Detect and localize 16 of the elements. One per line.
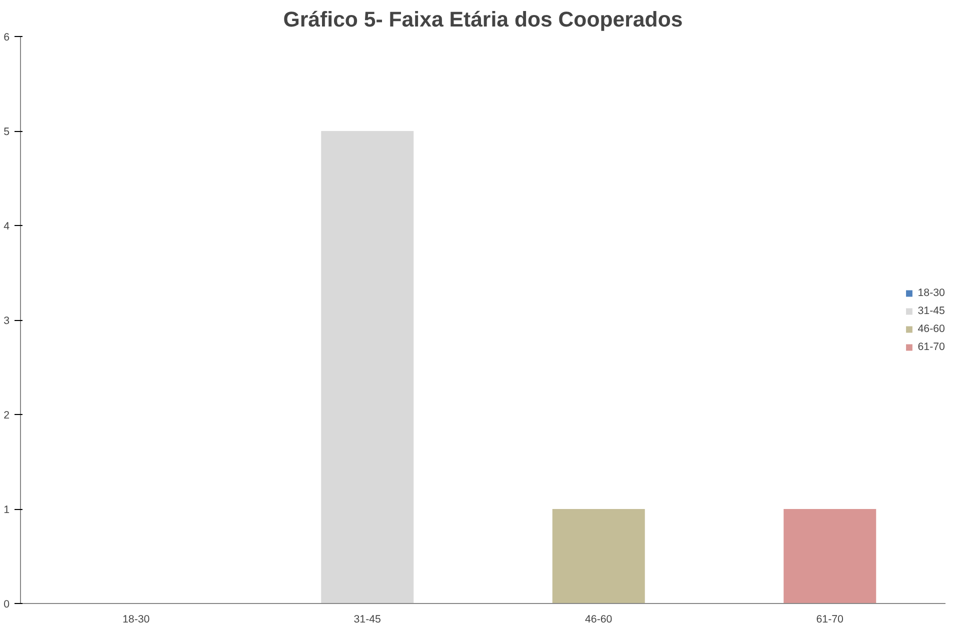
y-tick-label: 1	[4, 504, 10, 516]
legend-label: 46-60	[918, 322, 945, 334]
y-tick-label: 5	[4, 126, 10, 138]
legend-label: 31-45	[918, 304, 945, 316]
y-tick-label: 2	[4, 410, 10, 422]
legend-label: 18-30	[918, 286, 945, 298]
legend-label: 61-70	[918, 340, 945, 352]
chart-title: Gráfico 5- Faixa Etária dos Cooperados	[283, 8, 683, 32]
x-tick-label: 46-60	[585, 614, 612, 626]
y-tick-label: 0	[4, 598, 10, 610]
x-tick-label: 61-70	[816, 614, 844, 626]
y-tick-label: 6	[4, 32, 10, 44]
x-tick-label: 18-30	[122, 614, 150, 626]
y-tick-label: 3	[4, 315, 10, 327]
y-tick-label: 4	[4, 220, 10, 232]
x-tick-label: 31-45	[354, 614, 382, 626]
